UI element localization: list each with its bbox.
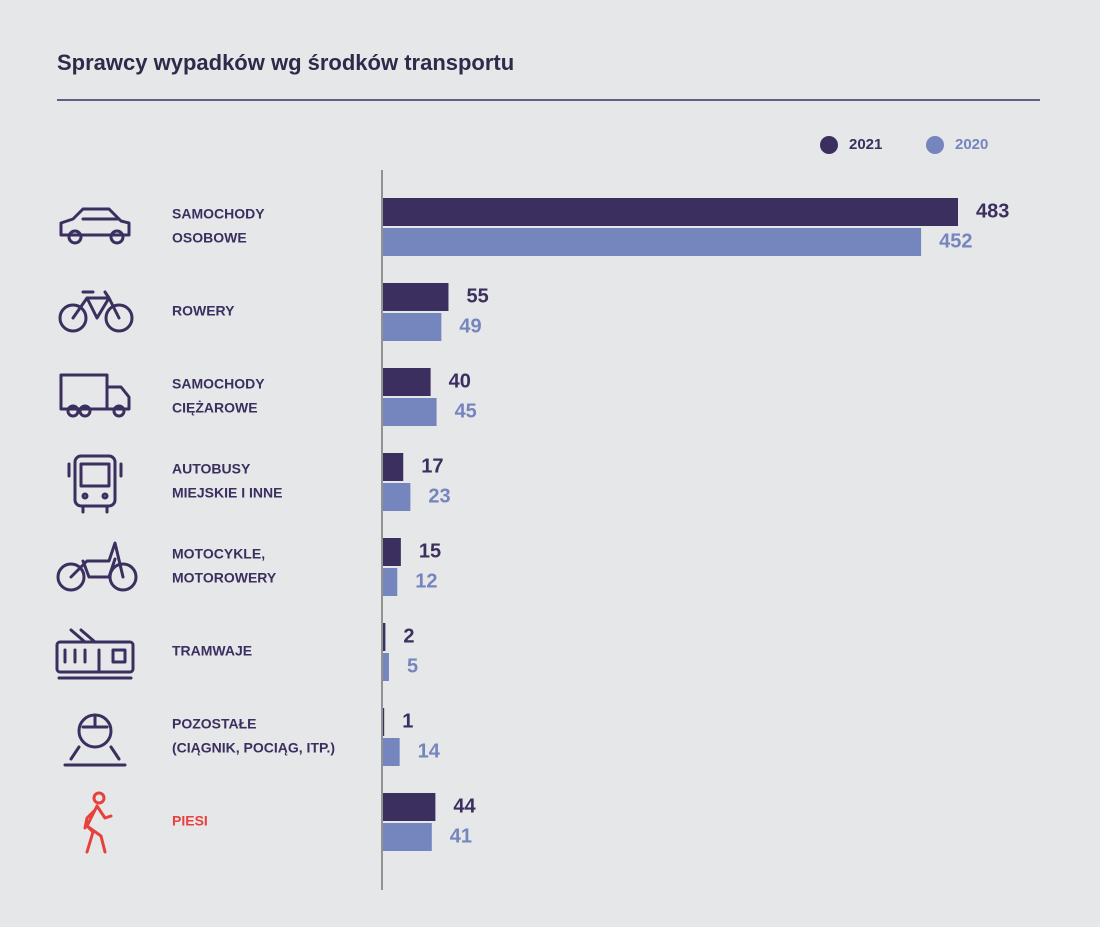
bike-icon bbox=[58, 290, 134, 333]
legend-marker bbox=[820, 136, 838, 154]
category-label: POZOSTAŁE bbox=[172, 716, 257, 732]
bar bbox=[383, 198, 958, 226]
value-label: 40 bbox=[449, 370, 471, 392]
value-label: 45 bbox=[455, 400, 477, 422]
category-label: PIESI bbox=[172, 813, 208, 829]
car-icon bbox=[59, 207, 131, 245]
bar bbox=[383, 453, 404, 481]
bar bbox=[383, 823, 432, 851]
value-label: 5 bbox=[407, 655, 418, 677]
category-label: SAMOCHODY bbox=[172, 376, 265, 392]
bar bbox=[383, 738, 400, 766]
value-label: 2 bbox=[403, 625, 414, 647]
icons bbox=[55, 207, 138, 854]
legend-label: 2021 bbox=[849, 136, 882, 153]
value-label: 44 bbox=[453, 795, 476, 817]
tram-icon bbox=[55, 628, 135, 680]
value-label: 15 bbox=[419, 540, 441, 562]
bar bbox=[383, 623, 386, 651]
bar bbox=[383, 538, 401, 566]
value-label: 14 bbox=[418, 740, 441, 762]
category-label: MIEJSKIE I INNE bbox=[172, 485, 282, 501]
bus-icon bbox=[67, 454, 123, 514]
bar bbox=[383, 708, 385, 736]
bar bbox=[383, 283, 449, 311]
truck-icon bbox=[59, 373, 131, 418]
value-label: 55 bbox=[466, 285, 488, 307]
value-label: 483 bbox=[976, 200, 1009, 222]
motorcycle-icon bbox=[56, 541, 138, 592]
bar bbox=[383, 568, 398, 596]
value-label: 12 bbox=[415, 570, 437, 592]
category-label: MOTOROWERY bbox=[172, 570, 277, 586]
train-icon bbox=[63, 713, 127, 767]
value-label: 41 bbox=[450, 825, 472, 847]
category-label: (CIĄGNIK, POCIĄG, ITP.) bbox=[172, 740, 335, 756]
bar bbox=[383, 228, 922, 256]
bar bbox=[383, 653, 389, 681]
category-label: MOTOCYKLE, bbox=[172, 546, 265, 562]
value-label: 49 bbox=[459, 315, 481, 337]
value-label: 23 bbox=[428, 485, 450, 507]
category-label: SAMOCHODY bbox=[172, 206, 265, 222]
bar bbox=[383, 793, 436, 821]
category-label: ROWERY bbox=[172, 303, 235, 319]
bar bbox=[383, 313, 442, 341]
legend-marker bbox=[926, 136, 944, 154]
category-label: TRAMWAJE bbox=[172, 643, 252, 659]
value-label: 17 bbox=[421, 455, 443, 477]
category-label: OSOBOWE bbox=[172, 230, 247, 246]
legend-label: 2020 bbox=[955, 136, 988, 153]
value-label: 452 bbox=[939, 230, 972, 252]
bar bbox=[383, 398, 437, 426]
bar bbox=[383, 483, 411, 511]
category-label: CIĘŻAROWE bbox=[172, 400, 258, 416]
bar bbox=[383, 368, 431, 396]
chart-title: Sprawcy wypadków wg środków transportu bbox=[57, 50, 514, 75]
category-label: AUTOBUSY bbox=[172, 461, 251, 477]
value-label: 1 bbox=[402, 710, 413, 732]
pedestrian-icon bbox=[83, 791, 113, 854]
